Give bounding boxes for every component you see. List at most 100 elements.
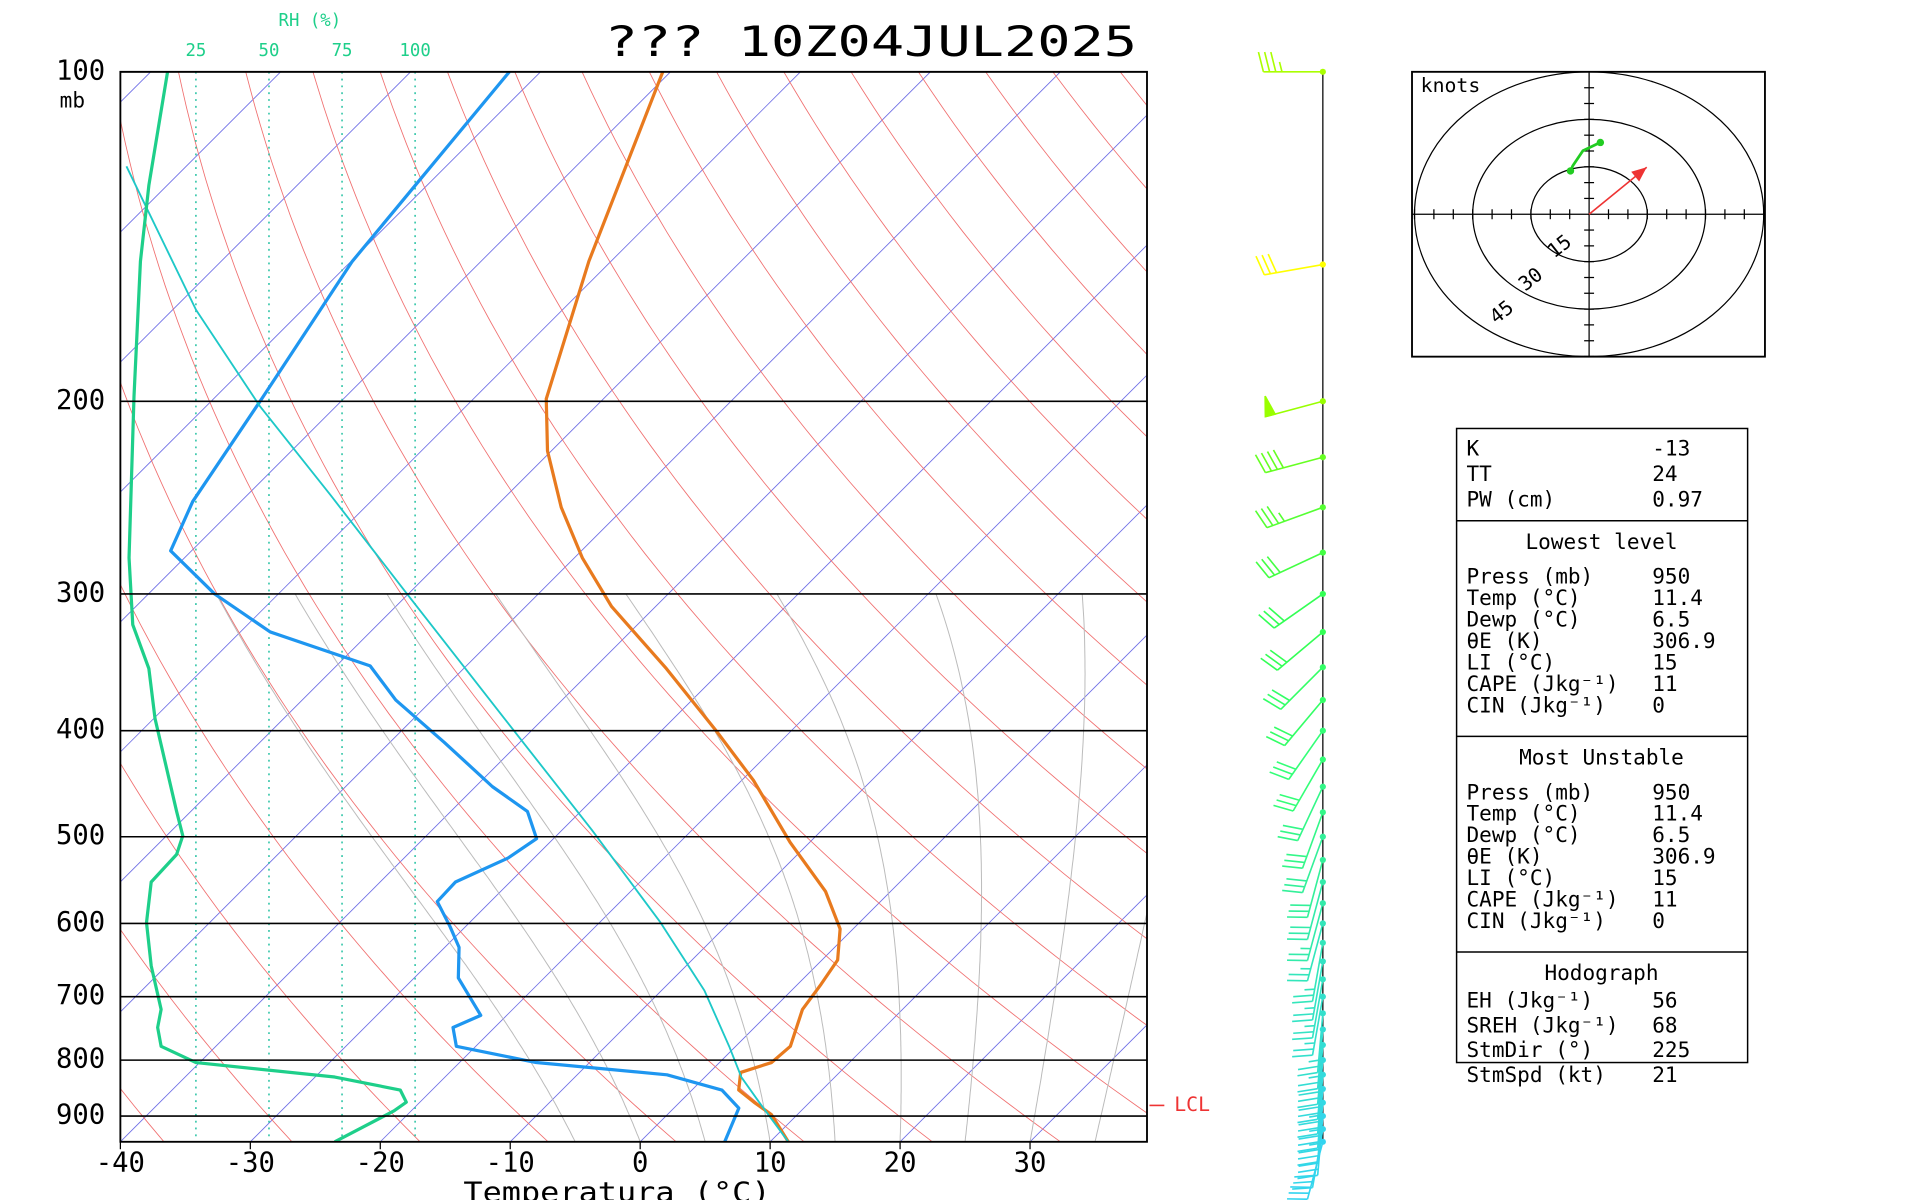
hodo-point <box>1566 167 1575 175</box>
barb-long <box>1267 693 1286 706</box>
wind-barb <box>1258 590 1326 629</box>
barb-short <box>1304 1024 1315 1028</box>
barb-long <box>1298 1091 1319 1096</box>
storm-arrowhead <box>1631 167 1647 182</box>
barb-dot <box>1319 398 1326 405</box>
barb-dot <box>1319 1057 1326 1064</box>
barb-dot <box>1319 976 1326 983</box>
barb-long <box>1286 853 1307 858</box>
moist-adiabat <box>935 593 983 1142</box>
wind-barb <box>1262 664 1326 710</box>
index-label: CAPE (Jkg⁻¹) <box>1467 671 1619 696</box>
barb-long <box>1298 1106 1319 1112</box>
index-label: Dewp (°C) <box>1467 822 1581 847</box>
y-tick-label: 100 <box>56 55 105 86</box>
barb-short <box>1309 1128 1320 1133</box>
index-label: PW (cm) <box>1467 486 1556 511</box>
y-tick-label: 200 <box>56 385 105 416</box>
rh-tick-label: 25 <box>185 41 206 61</box>
barb-shaft <box>1284 699 1324 747</box>
barb-long <box>1280 830 1301 836</box>
barb-long <box>1297 1161 1318 1166</box>
index-value: 11 <box>1652 886 1677 911</box>
dry-adiabat <box>178 71 933 1142</box>
barb-long <box>1271 689 1290 702</box>
barb-dot <box>1319 783 1326 790</box>
barb-dot <box>1319 993 1326 1000</box>
isotherm <box>120 114 1147 1142</box>
barb-long <box>1282 865 1303 870</box>
index-label: CIN (Jkg⁻¹) <box>1467 692 1606 717</box>
index-label: LI (°C) <box>1467 865 1556 890</box>
index-label: LI (°C) <box>1467 649 1556 674</box>
index-value: 15 <box>1652 649 1677 674</box>
rh-tick-label: 50 <box>259 41 280 61</box>
wind-barb <box>1254 449 1326 474</box>
moist-adiabat <box>495 593 771 1142</box>
wind-barb <box>1297 1085 1326 1153</box>
moist-adiabat <box>1029 593 1086 1142</box>
barb-shaft <box>1268 551 1324 579</box>
y-tick-label: 900 <box>56 1100 105 1131</box>
index-label: EH (Jkg⁻¹) <box>1467 987 1594 1012</box>
barb-long <box>1298 1162 1319 1167</box>
x-tick-label: 30 <box>1014 1148 1047 1179</box>
isotherm <box>250 244 1147 1142</box>
barb-shaft <box>1311 979 1324 1039</box>
isotherm <box>120 71 671 623</box>
barb-short <box>1308 1075 1319 1079</box>
indices-box <box>1455 427 1749 1064</box>
barb-long <box>1293 994 1314 998</box>
barb-long <box>1293 1013 1314 1017</box>
barb-long <box>1273 726 1293 737</box>
index-value: 950 <box>1652 779 1690 804</box>
wind-barb <box>1282 809 1326 870</box>
y-tick-label: 700 <box>56 980 105 1011</box>
barb-long <box>1297 1071 1318 1077</box>
index-label: Temp (°C) <box>1467 801 1581 826</box>
barb-long <box>1282 824 1304 831</box>
index-value: 11.4 <box>1652 801 1703 826</box>
x-tick-label: 10 <box>754 1148 787 1179</box>
index-value: 306.9 <box>1652 844 1715 869</box>
barb-dot <box>1319 856 1326 864</box>
barb-dot <box>1319 756 1326 763</box>
index-value: 0 <box>1652 908 1665 933</box>
barb-long <box>1282 889 1303 894</box>
dry-adiabat <box>918 71 1147 356</box>
barb-dot <box>1319 549 1326 556</box>
index-label: Press (mb) <box>1467 564 1594 589</box>
barb-long <box>1255 255 1266 276</box>
y-tick-label: 800 <box>56 1044 105 1075</box>
barb-shaft <box>1301 836 1324 893</box>
dry-adiabat <box>648 71 1147 686</box>
index-label: Temp (°C) <box>1467 585 1581 610</box>
barb-long <box>1260 452 1273 472</box>
barb-long <box>1273 804 1294 812</box>
barb-long <box>1276 761 1297 770</box>
dry-adiabat <box>120 762 421 1142</box>
barb-long <box>1269 649 1288 663</box>
index-label: K <box>1467 436 1480 461</box>
dry-adiabat <box>850 71 1147 438</box>
barb-shaft <box>1276 631 1324 671</box>
index-label: StmSpd (kt) <box>1467 1062 1606 1087</box>
barb-long <box>1269 731 1289 742</box>
barb-short <box>1304 1042 1315 1045</box>
index-label: StmDir (°) <box>1467 1037 1594 1062</box>
wind-barb <box>1277 783 1326 842</box>
barb-shaft <box>1311 996 1324 1056</box>
barb-long <box>1297 1154 1319 1160</box>
wind-barb <box>1292 939 1326 1004</box>
barb-shaft <box>1306 859 1324 918</box>
wind-barb <box>1260 628 1326 671</box>
isotherm <box>120 71 411 363</box>
index-label: Dewp (°C) <box>1467 607 1581 632</box>
barb-dot <box>1319 664 1326 671</box>
plot-area <box>120 71 1147 1142</box>
barb-dot <box>1319 68 1326 75</box>
barb-long <box>1297 1112 1319 1118</box>
barb-long <box>1297 1065 1319 1071</box>
indices-table: K -13 TT 24 PW (cm) 0.97 Lowest level Press (mb… <box>1456 436 1748 1087</box>
hodo-ring <box>1472 118 1707 310</box>
